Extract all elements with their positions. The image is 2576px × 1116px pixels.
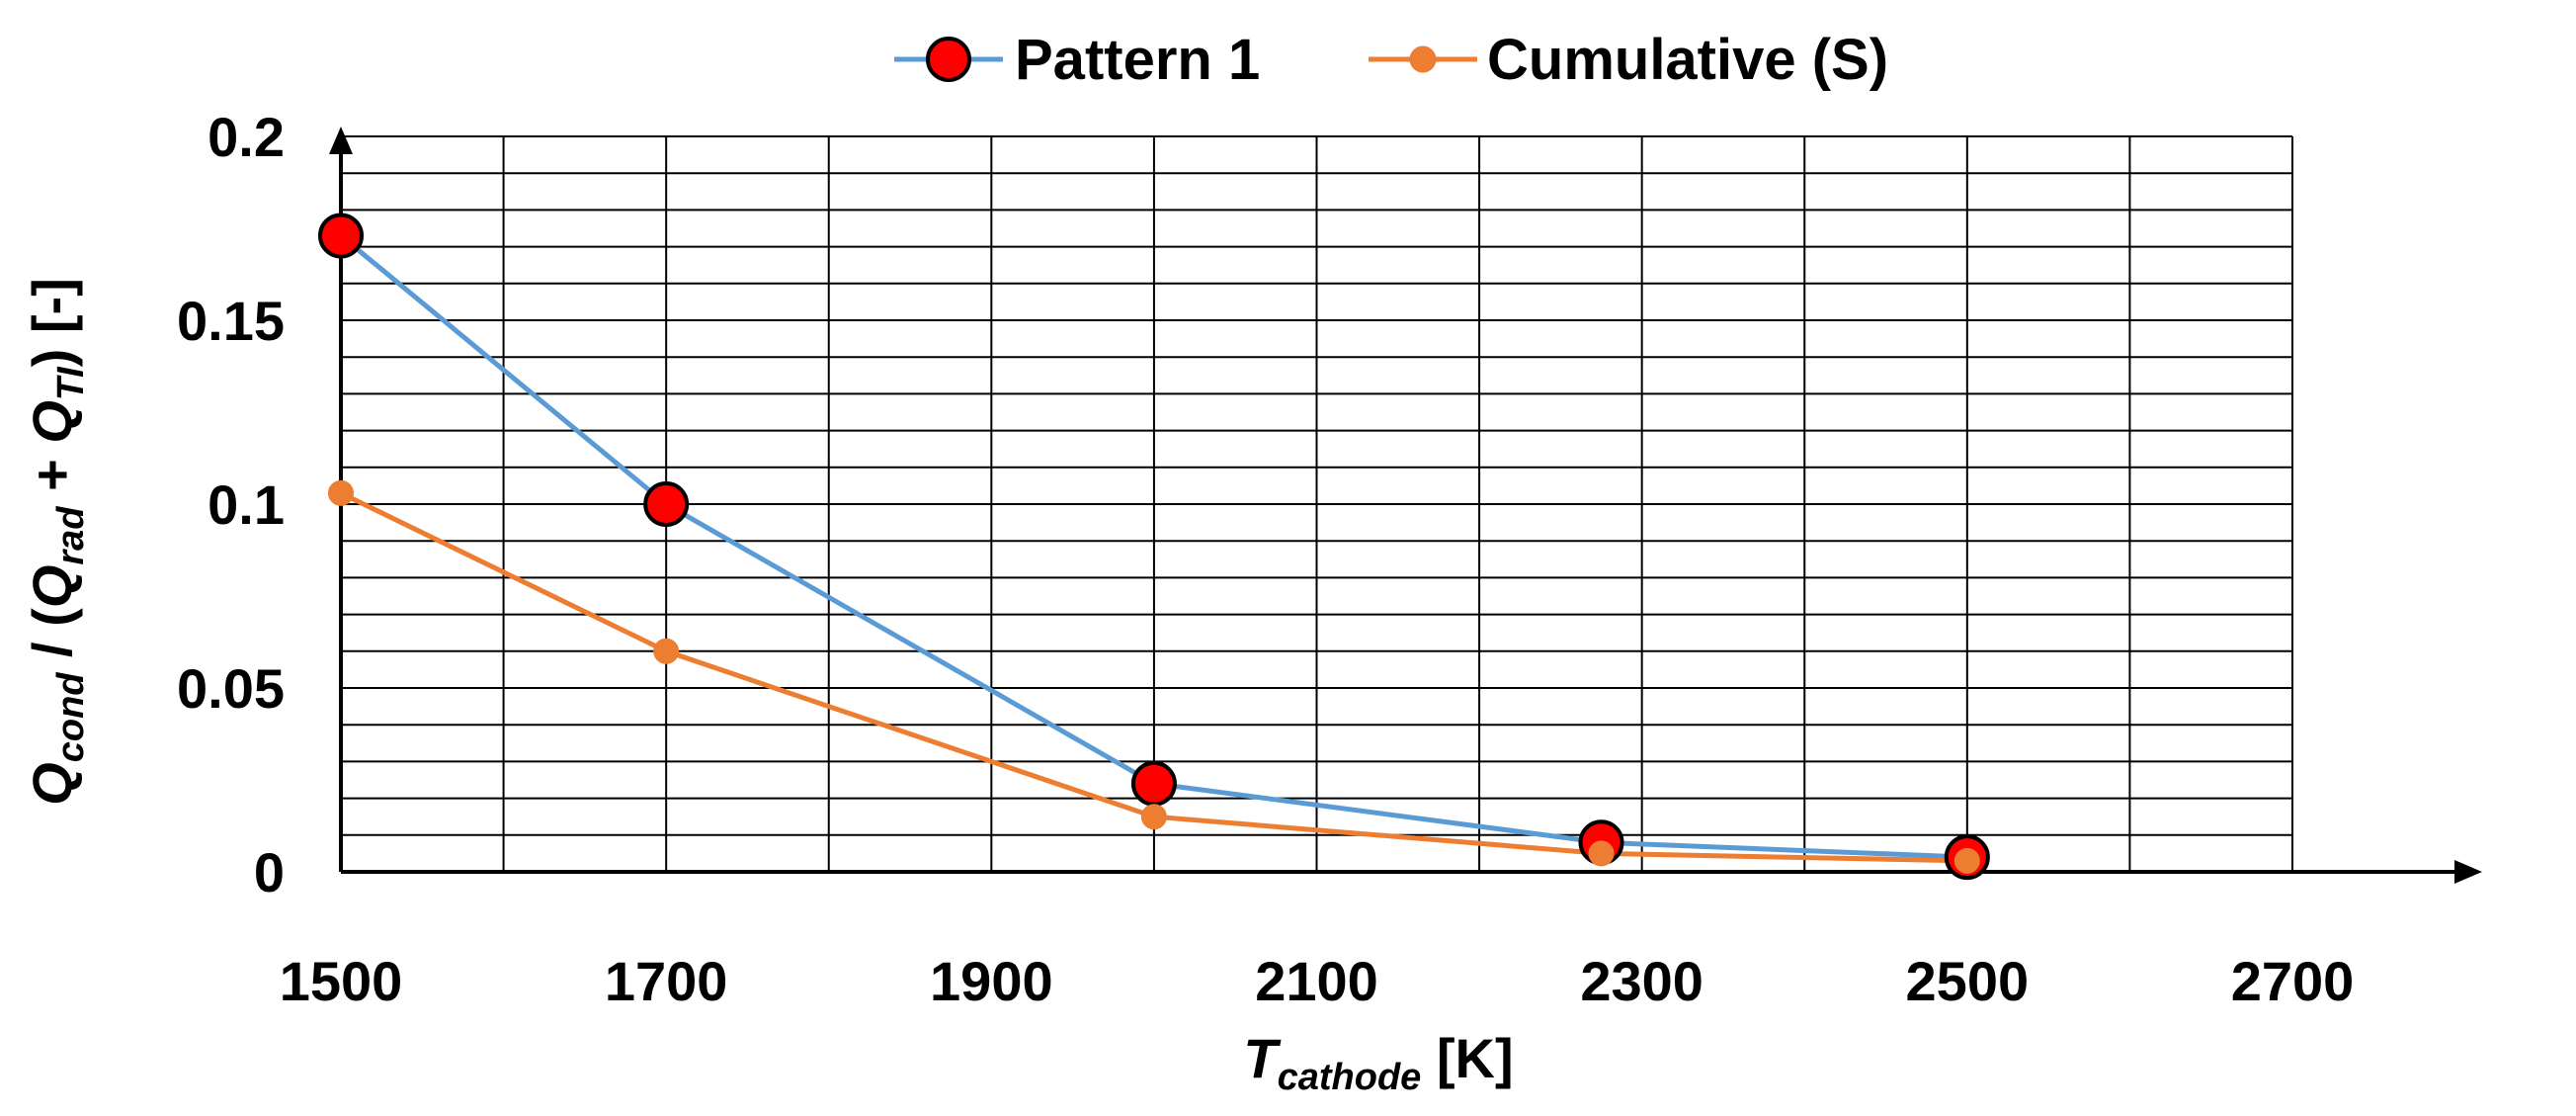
legend-label-pattern-1: Pattern 1 (1015, 28, 1260, 92)
y-axis-title-q2: Q (21, 565, 83, 609)
y-axis-title-q2-sub: rad (50, 506, 92, 565)
legend-label-cumulative: Cumulative (S) (1487, 28, 1888, 92)
y-tick-label: 0.1 (208, 473, 285, 536)
data-point-pattern-1 (1130, 760, 1177, 807)
data-point-cumulative (1588, 840, 1615, 867)
x-axis-title-sub: cathode (1278, 1057, 1422, 1098)
data-point-pattern-1 (318, 213, 364, 259)
grid (341, 135, 2293, 872)
y-tick-label: 0.15 (177, 290, 285, 352)
axes (329, 127, 2482, 884)
legend-marker-cumulative (1409, 45, 1437, 73)
x-axis-title-unit: [K] (1421, 1027, 1513, 1089)
x-tick-label: 2500 (1906, 950, 2030, 1012)
y-axis-title-mid1: / ( (21, 608, 83, 673)
series (318, 213, 1990, 881)
y-axis-arrow (329, 127, 353, 154)
legend-marker-pattern-1 (926, 37, 971, 82)
x-axis-arrow (2454, 860, 2482, 884)
x-tick-label: 1900 (930, 950, 1053, 1012)
x-tick-label: 1700 (605, 950, 728, 1012)
data-point-pattern-1 (643, 481, 690, 527)
x-tick-label: 2100 (1255, 950, 1378, 1012)
y-axis-title-q1: Q (21, 762, 83, 806)
y-tick-label: 0.2 (208, 106, 285, 168)
y-tick-label: 0 (254, 841, 285, 903)
legend: Pattern 1 Cumulative (S) (894, 28, 1888, 92)
data-point-cumulative (328, 479, 354, 506)
y-tick-label: 0.05 (177, 657, 285, 720)
data-point-cumulative (653, 638, 680, 664)
data-point-cumulative (1140, 804, 1167, 830)
y-axis-title-q3-sub: TI (50, 366, 92, 400)
x-axis-title-main: T (1243, 1027, 1282, 1089)
x-tick-label: 1500 (280, 950, 403, 1012)
y-axis-title-q3: Q (21, 400, 83, 444)
tick-labels: 0 0.05 0.1 0.15 0.2 1500 1700 1900 2100 2300 2500 2… (177, 106, 2354, 1012)
data-point-cumulative (1953, 847, 1980, 874)
y-axis-title-mid2: + (21, 444, 83, 507)
y-axis-title: Qcond / (Qrad + QTI) [-] (21, 278, 92, 806)
x-tick-label: 2300 (1580, 950, 1703, 1012)
x-tick-label: 2700 (2231, 950, 2355, 1012)
legend-item-pattern-1: Pattern 1 (894, 28, 1260, 92)
x-axis-title: Tcathode [K] (1243, 1027, 1513, 1098)
y-axis-title-end: ) [-] (21, 278, 83, 367)
y-axis-title-q1-sub: cond (50, 672, 92, 763)
legend-item-cumulative: Cumulative (S) (1369, 28, 1888, 92)
